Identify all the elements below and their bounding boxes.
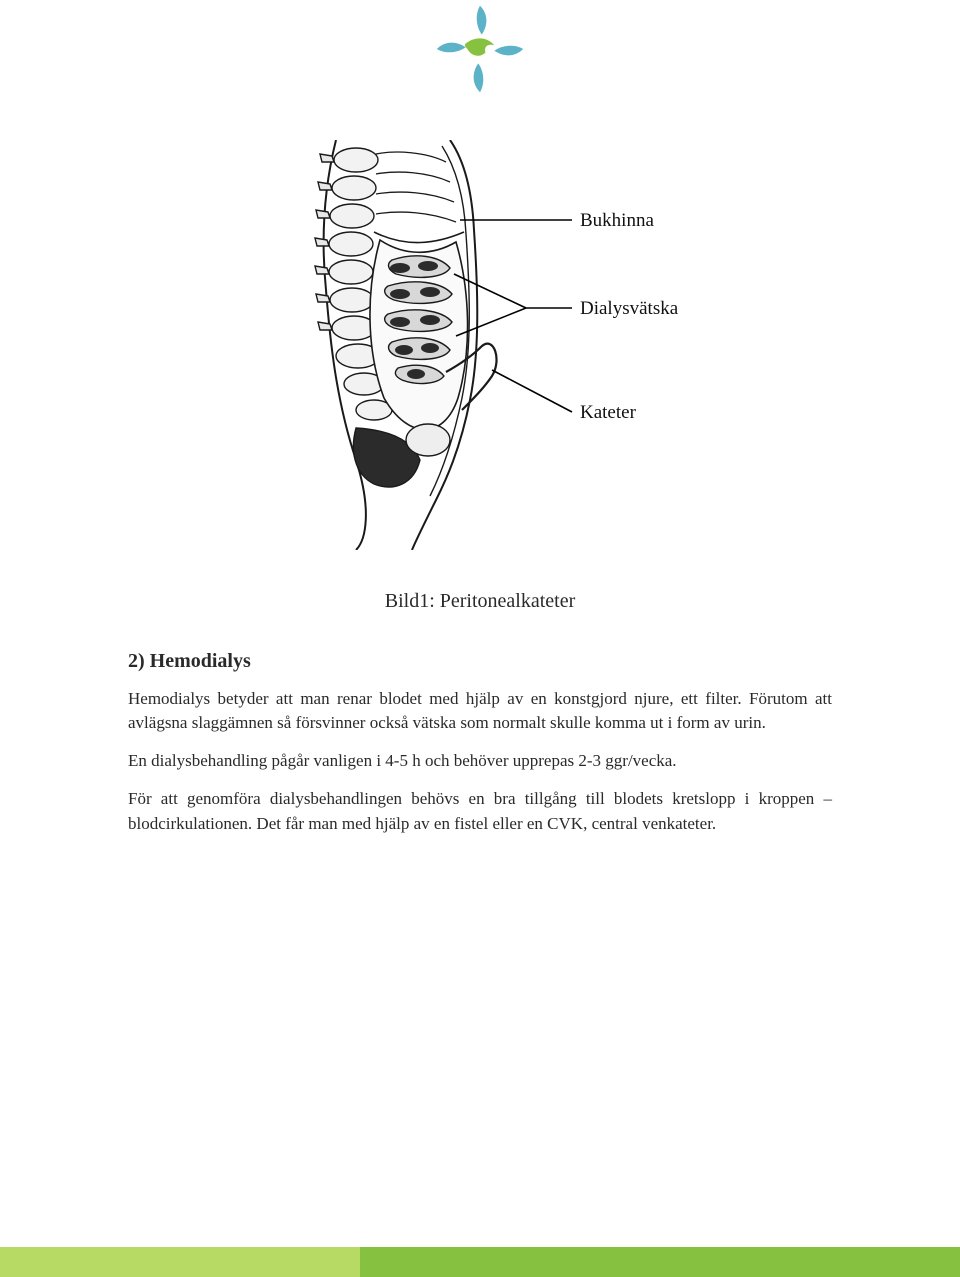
label-dialysvatska: Dialysvätska xyxy=(580,298,679,319)
bladder xyxy=(406,424,450,456)
brand-logo xyxy=(435,4,525,94)
logo-petal-right xyxy=(494,46,523,56)
logo-petal-bottom xyxy=(474,63,484,92)
diagram-svg: Bukhinna Dialysvätska Kateter xyxy=(296,140,736,550)
page: Bukhinna Dialysvätska Kateter Bild1: Per… xyxy=(0,0,960,1277)
section-body: 2) Hemodialys Hemodialys betyder att man… xyxy=(128,650,832,850)
footer-bar-left xyxy=(0,1247,360,1277)
figure-caption: Bild1: Peritonealkateter xyxy=(0,590,960,613)
paragraph-3: För att genomföra dialysbehandlingen beh… xyxy=(128,787,832,835)
label-bukhinna: Bukhinna xyxy=(580,210,654,231)
logo-petal-top xyxy=(477,6,487,35)
footer-bar-right xyxy=(360,1247,960,1277)
anatomical-diagram: Bukhinna Dialysvätska Kateter xyxy=(296,140,736,550)
section-heading: 2) Hemodialys xyxy=(128,650,832,673)
label-kateter: Kateter xyxy=(580,402,637,423)
paragraph-2: En dialysbehandling pågår vanligen i 4-5… xyxy=(128,749,832,773)
footer-bar xyxy=(0,1247,960,1277)
logo-svg xyxy=(435,4,525,94)
paragraph-1: Hemodialys betyder att man renar blodet … xyxy=(128,687,832,735)
logo-petal-left xyxy=(437,43,466,53)
logo-center xyxy=(465,38,495,55)
